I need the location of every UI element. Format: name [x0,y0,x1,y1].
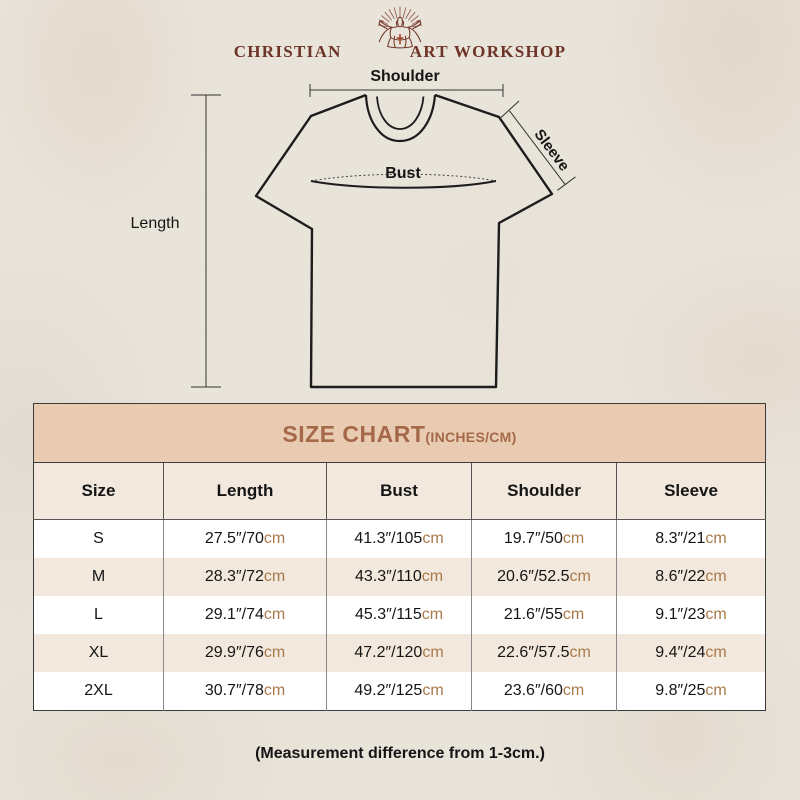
svg-text:Bust: Bust [385,165,421,182]
svg-text:Length: Length [131,215,180,232]
svg-text:Shoulder: Shoulder [370,68,439,85]
